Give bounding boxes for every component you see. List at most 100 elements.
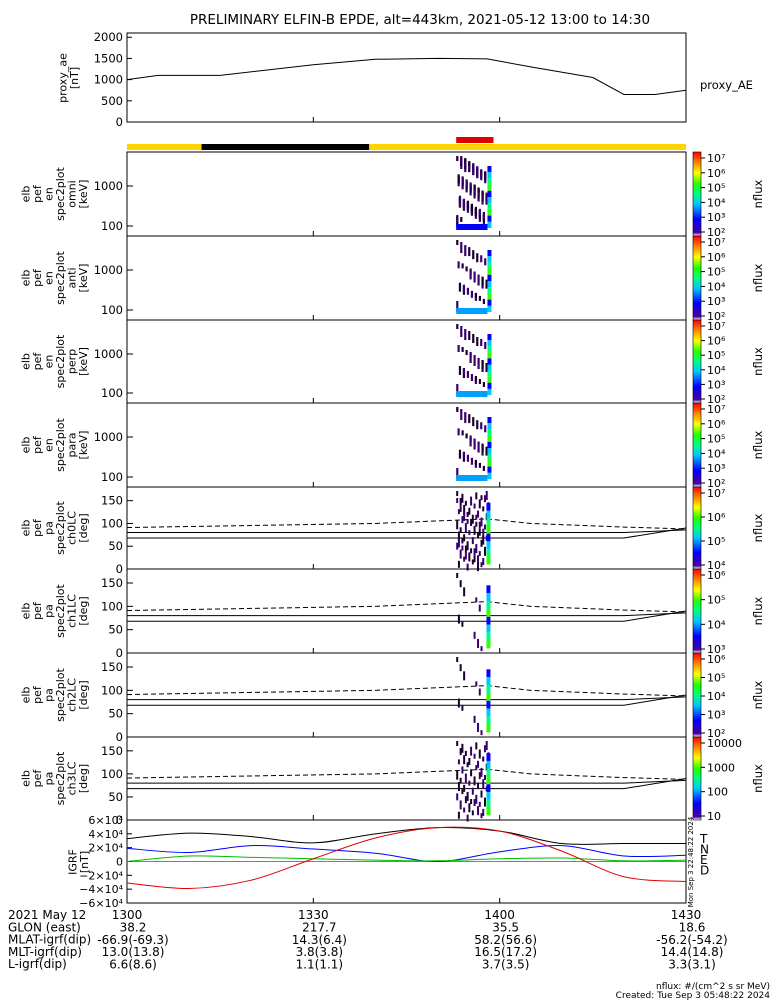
colorbar-unit: nflux bbox=[751, 680, 765, 709]
pa-spectrogram-pixel bbox=[486, 533, 491, 542]
igrf-legend-n: N bbox=[700, 843, 709, 857]
spectrogram-pixel bbox=[481, 443, 484, 453]
colorbar-tick-label: 10⁵ bbox=[707, 349, 725, 362]
pa-spectrogram-pixel bbox=[473, 555, 476, 563]
pa-ylabel-line: spec2plot bbox=[54, 584, 67, 638]
energy-ytick-label: 100 bbox=[101, 303, 123, 317]
spectrogram-pixel bbox=[487, 346, 492, 353]
igrf-legend-t: T bbox=[699, 832, 708, 846]
spectrogram-pixel bbox=[472, 163, 475, 175]
pa-spectrogram-pixel bbox=[457, 538, 460, 548]
igrf-legend-e: E bbox=[700, 853, 708, 867]
pa-spectrogram-pixel bbox=[477, 638, 480, 648]
energy-ylabel-line: pef bbox=[31, 184, 44, 203]
spectrogram-pixel bbox=[476, 166, 479, 178]
pa-spectrogram-pixel bbox=[473, 503, 476, 509]
spectrogram-pixel bbox=[461, 263, 464, 269]
spectrogram-pixel bbox=[462, 451, 466, 459]
spectrogram-pixel bbox=[482, 382, 485, 387]
pa-spectrogram-pixel bbox=[477, 760, 480, 768]
pa-spectrogram-pixel bbox=[468, 552, 471, 562]
pa-ylabel-line: [deg] bbox=[77, 680, 90, 709]
spectrogram-pixel bbox=[468, 414, 471, 424]
spectrogram-pixel bbox=[457, 428, 460, 436]
spectrogram-pixel bbox=[466, 371, 470, 378]
colorbar bbox=[692, 736, 702, 821]
colorbar-tick-label: 10000 bbox=[707, 737, 742, 750]
energy-ylabel-line: spec2plot bbox=[54, 167, 67, 221]
pa-spectrogram-pixel bbox=[486, 685, 491, 693]
pa-ylabel-line: ch0LC bbox=[65, 511, 78, 545]
spectrogram-low-energy-band bbox=[456, 475, 488, 481]
colorbar-tick-label: 10⁴ bbox=[707, 690, 726, 703]
energy-panel-frame bbox=[126, 402, 687, 488]
x-row-value: 16.5(17.2) bbox=[474, 945, 537, 959]
colorbar-tick-label: 10⁴ bbox=[707, 196, 726, 209]
energy-ylabel-line: en bbox=[42, 355, 55, 369]
anti-loss-cone-line bbox=[126, 601, 687, 613]
spectrogram-pixel bbox=[460, 409, 463, 421]
igrf-series-t bbox=[126, 827, 686, 845]
pa-ytick-label: 150 bbox=[101, 576, 123, 590]
igrf-series-e bbox=[126, 855, 687, 862]
spectrogram-pixel bbox=[481, 360, 484, 369]
spectrogram-pixel bbox=[470, 374, 474, 381]
pa-ytick-label: 0 bbox=[116, 646, 123, 660]
spectrogram-pixel bbox=[487, 388, 492, 395]
pa-ylabel-line: ch3LC bbox=[65, 761, 78, 795]
pa-spectrogram-pixel bbox=[456, 793, 459, 801]
pa-spectrogram-pixel bbox=[466, 762, 469, 768]
spectrogram-pixel bbox=[487, 293, 492, 300]
spectrogram-pixel bbox=[480, 422, 483, 430]
pa-spectrogram-pixel bbox=[459, 748, 462, 756]
pa-spectrogram-pixel bbox=[482, 528, 485, 538]
pa-spectrogram-pixel bbox=[485, 741, 488, 750]
colorbar bbox=[692, 151, 702, 237]
colorbar bbox=[692, 235, 702, 321]
energy-ylabel-line: spec2plot bbox=[54, 418, 67, 472]
pa-spectrogram-pixel bbox=[478, 801, 481, 807]
pa-spectrogram-pixel bbox=[486, 669, 491, 678]
pa-ylabel-line: pef bbox=[31, 769, 44, 788]
spectrogram-pixel bbox=[469, 182, 472, 190]
pa-spectrogram-pixel bbox=[470, 746, 473, 756]
pa-spectrogram-pixel bbox=[471, 514, 474, 524]
colorbar-tick-label: 10⁶ bbox=[707, 569, 726, 582]
pa-spectrogram-pixel bbox=[456, 573, 459, 578]
pa-spectrogram-pixel bbox=[475, 492, 478, 500]
energy-ylabel-line: spec2plot bbox=[54, 251, 67, 305]
spectrogram-pixel bbox=[461, 347, 464, 352]
pa-spectrogram-pixel bbox=[477, 555, 480, 565]
ae-ytick-label: 1000 bbox=[94, 73, 123, 87]
science-zone-bar bbox=[369, 144, 686, 150]
x-row-value: 18.6 bbox=[679, 921, 706, 935]
pa-spectrogram-pixel bbox=[464, 552, 467, 560]
igrf-series-d bbox=[126, 826, 687, 889]
spectrogram-pixel bbox=[473, 355, 476, 366]
colorbar bbox=[692, 568, 702, 654]
pa-spectrogram-pixel bbox=[477, 722, 480, 732]
loss-cone-line bbox=[127, 527, 687, 539]
igrf-ytick-label: 6×10⁴ bbox=[88, 814, 123, 827]
pa-spectrogram-pixel bbox=[463, 755, 466, 765]
colorbar-tick-label: 10³ bbox=[707, 295, 725, 308]
pa-spectrogram-pixel bbox=[463, 671, 466, 681]
spectrogram-pixel bbox=[480, 339, 483, 346]
pa-ytick-label: 150 bbox=[101, 660, 123, 674]
spectrogram-pixel bbox=[465, 433, 468, 439]
pa-spectrogram-pixel bbox=[475, 544, 478, 554]
energy-ylabel-line: en bbox=[42, 187, 55, 201]
pa-spectrogram-pixel bbox=[468, 530, 471, 536]
pa-spectrogram-pixel bbox=[475, 742, 478, 750]
energy-panel-frame bbox=[126, 151, 687, 237]
pa-spectrogram-pixel bbox=[471, 787, 474, 795]
spectrogram-pixel bbox=[468, 161, 471, 167]
pa-spectrogram-pixel bbox=[463, 504, 466, 514]
spectrogram-pixel bbox=[481, 276, 484, 286]
energy-ytick-label: 100 bbox=[101, 386, 123, 400]
x-row-value: -56.2(-54.2) bbox=[656, 933, 727, 947]
spectrogram-pixel bbox=[487, 382, 492, 389]
pa-spectrogram-pixel bbox=[473, 753, 476, 759]
pa-spectrogram-pixel bbox=[468, 803, 471, 813]
pa-spectrogram-pixel bbox=[486, 724, 491, 733]
